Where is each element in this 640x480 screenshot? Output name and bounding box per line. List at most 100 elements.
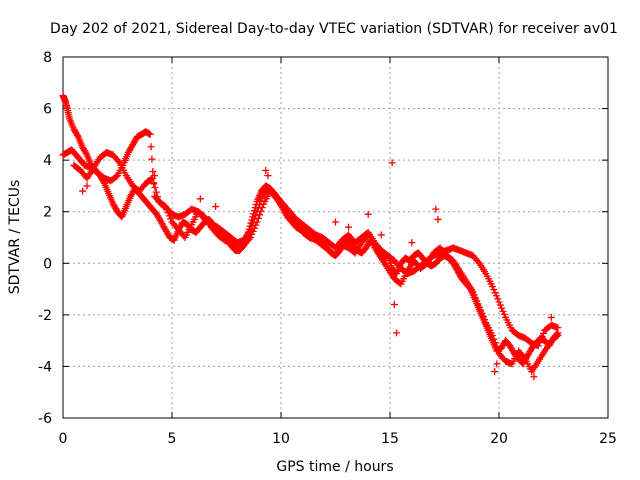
x-tick-label: 5 bbox=[168, 431, 177, 447]
data-point bbox=[258, 204, 266, 212]
data-point bbox=[534, 342, 542, 350]
data-point bbox=[471, 294, 479, 302]
data-point bbox=[212, 203, 220, 211]
data-point bbox=[434, 215, 442, 223]
data-point bbox=[488, 331, 496, 339]
data-point bbox=[388, 159, 396, 167]
data-point bbox=[249, 227, 257, 235]
data-point bbox=[539, 329, 547, 337]
y-tick-label: -6 bbox=[38, 411, 52, 427]
x-axis-label: GPS time / hours bbox=[276, 459, 393, 475]
data-point bbox=[538, 333, 546, 341]
data-point bbox=[79, 187, 87, 195]
data-point bbox=[164, 209, 172, 217]
data-point bbox=[152, 188, 160, 196]
plot-frame bbox=[62, 56, 609, 419]
y-axis-label: SDTVAR / TECUs bbox=[7, 180, 23, 295]
x-tick-labels: 0 5 10 15 20 25 bbox=[59, 431, 617, 447]
data-point bbox=[492, 342, 500, 350]
data-point bbox=[154, 193, 162, 201]
data-point bbox=[256, 211, 264, 219]
data-point bbox=[478, 309, 486, 317]
data-point bbox=[151, 183, 159, 191]
data-point bbox=[554, 331, 562, 339]
data-point bbox=[474, 300, 482, 308]
data-point bbox=[490, 286, 498, 294]
data-point bbox=[474, 258, 482, 266]
y-tick-labels: -6 -4 -2 0 2 4 6 8 bbox=[38, 50, 52, 427]
data-point bbox=[494, 346, 502, 354]
data-point bbox=[364, 210, 372, 218]
data-point bbox=[499, 307, 507, 315]
data-point bbox=[253, 218, 261, 226]
series-track-c bbox=[70, 148, 562, 376]
y-tick-label: 2 bbox=[43, 205, 52, 221]
data-point bbox=[82, 149, 90, 157]
data-point bbox=[470, 291, 478, 299]
data-point bbox=[196, 195, 204, 203]
data-point bbox=[151, 172, 159, 180]
data-point bbox=[291, 216, 299, 224]
data-point bbox=[73, 131, 81, 139]
data-point bbox=[161, 203, 169, 211]
data-point bbox=[345, 223, 353, 231]
data-point bbox=[257, 207, 265, 215]
data-point bbox=[252, 221, 260, 229]
data-point bbox=[469, 288, 477, 296]
x-tick-label: 20 bbox=[490, 431, 508, 447]
data-point bbox=[264, 172, 272, 180]
data-point bbox=[393, 329, 401, 337]
series-outliers bbox=[79, 159, 555, 381]
data-point bbox=[496, 301, 504, 309]
data-point bbox=[491, 368, 499, 376]
data-point bbox=[554, 324, 562, 332]
data-point bbox=[494, 295, 502, 303]
data-point bbox=[377, 231, 385, 239]
x-tick-label: 10 bbox=[272, 431, 290, 447]
data-point bbox=[149, 167, 157, 175]
data-points bbox=[59, 92, 562, 381]
data-point bbox=[262, 166, 270, 174]
data-point bbox=[167, 215, 175, 223]
data-point bbox=[144, 177, 152, 185]
data-point bbox=[492, 292, 500, 300]
data-point bbox=[530, 373, 538, 381]
y-tick-label: -2 bbox=[38, 308, 52, 324]
data-point bbox=[473, 297, 481, 305]
data-point bbox=[83, 182, 91, 190]
data-point bbox=[248, 230, 256, 238]
data-point bbox=[491, 339, 499, 347]
data-point bbox=[481, 315, 489, 323]
data-point bbox=[160, 202, 168, 210]
data-point bbox=[475, 303, 483, 311]
x-tick-label: 15 bbox=[381, 431, 399, 447]
data-point bbox=[146, 130, 154, 138]
data-point bbox=[536, 339, 544, 347]
data-point bbox=[547, 313, 555, 321]
data-point bbox=[479, 312, 487, 320]
x-tick-label: 0 bbox=[59, 431, 68, 447]
data-point bbox=[488, 282, 496, 290]
data-point bbox=[246, 234, 254, 241]
data-point bbox=[493, 360, 501, 368]
data-point bbox=[258, 193, 266, 201]
data-point bbox=[520, 353, 528, 361]
data-point bbox=[114, 157, 122, 165]
data-point bbox=[165, 212, 173, 220]
data-point bbox=[332, 218, 339, 226]
x-tick-label: 25 bbox=[599, 431, 617, 447]
data-point bbox=[245, 235, 253, 243]
data-point bbox=[498, 304, 506, 312]
data-point bbox=[537, 336, 545, 344]
data-point bbox=[147, 175, 155, 183]
data-point bbox=[250, 224, 258, 232]
chart-title: Day 202 of 2021, Sidereal Day-to-day VTE… bbox=[50, 21, 618, 37]
y-tick-label: 4 bbox=[43, 153, 52, 169]
y-tick-label: -4 bbox=[38, 359, 52, 375]
data-point bbox=[491, 289, 499, 297]
y-tick-label: 6 bbox=[43, 102, 52, 118]
data-point bbox=[477, 306, 485, 314]
data-point bbox=[150, 179, 158, 187]
data-point bbox=[112, 173, 120, 181]
